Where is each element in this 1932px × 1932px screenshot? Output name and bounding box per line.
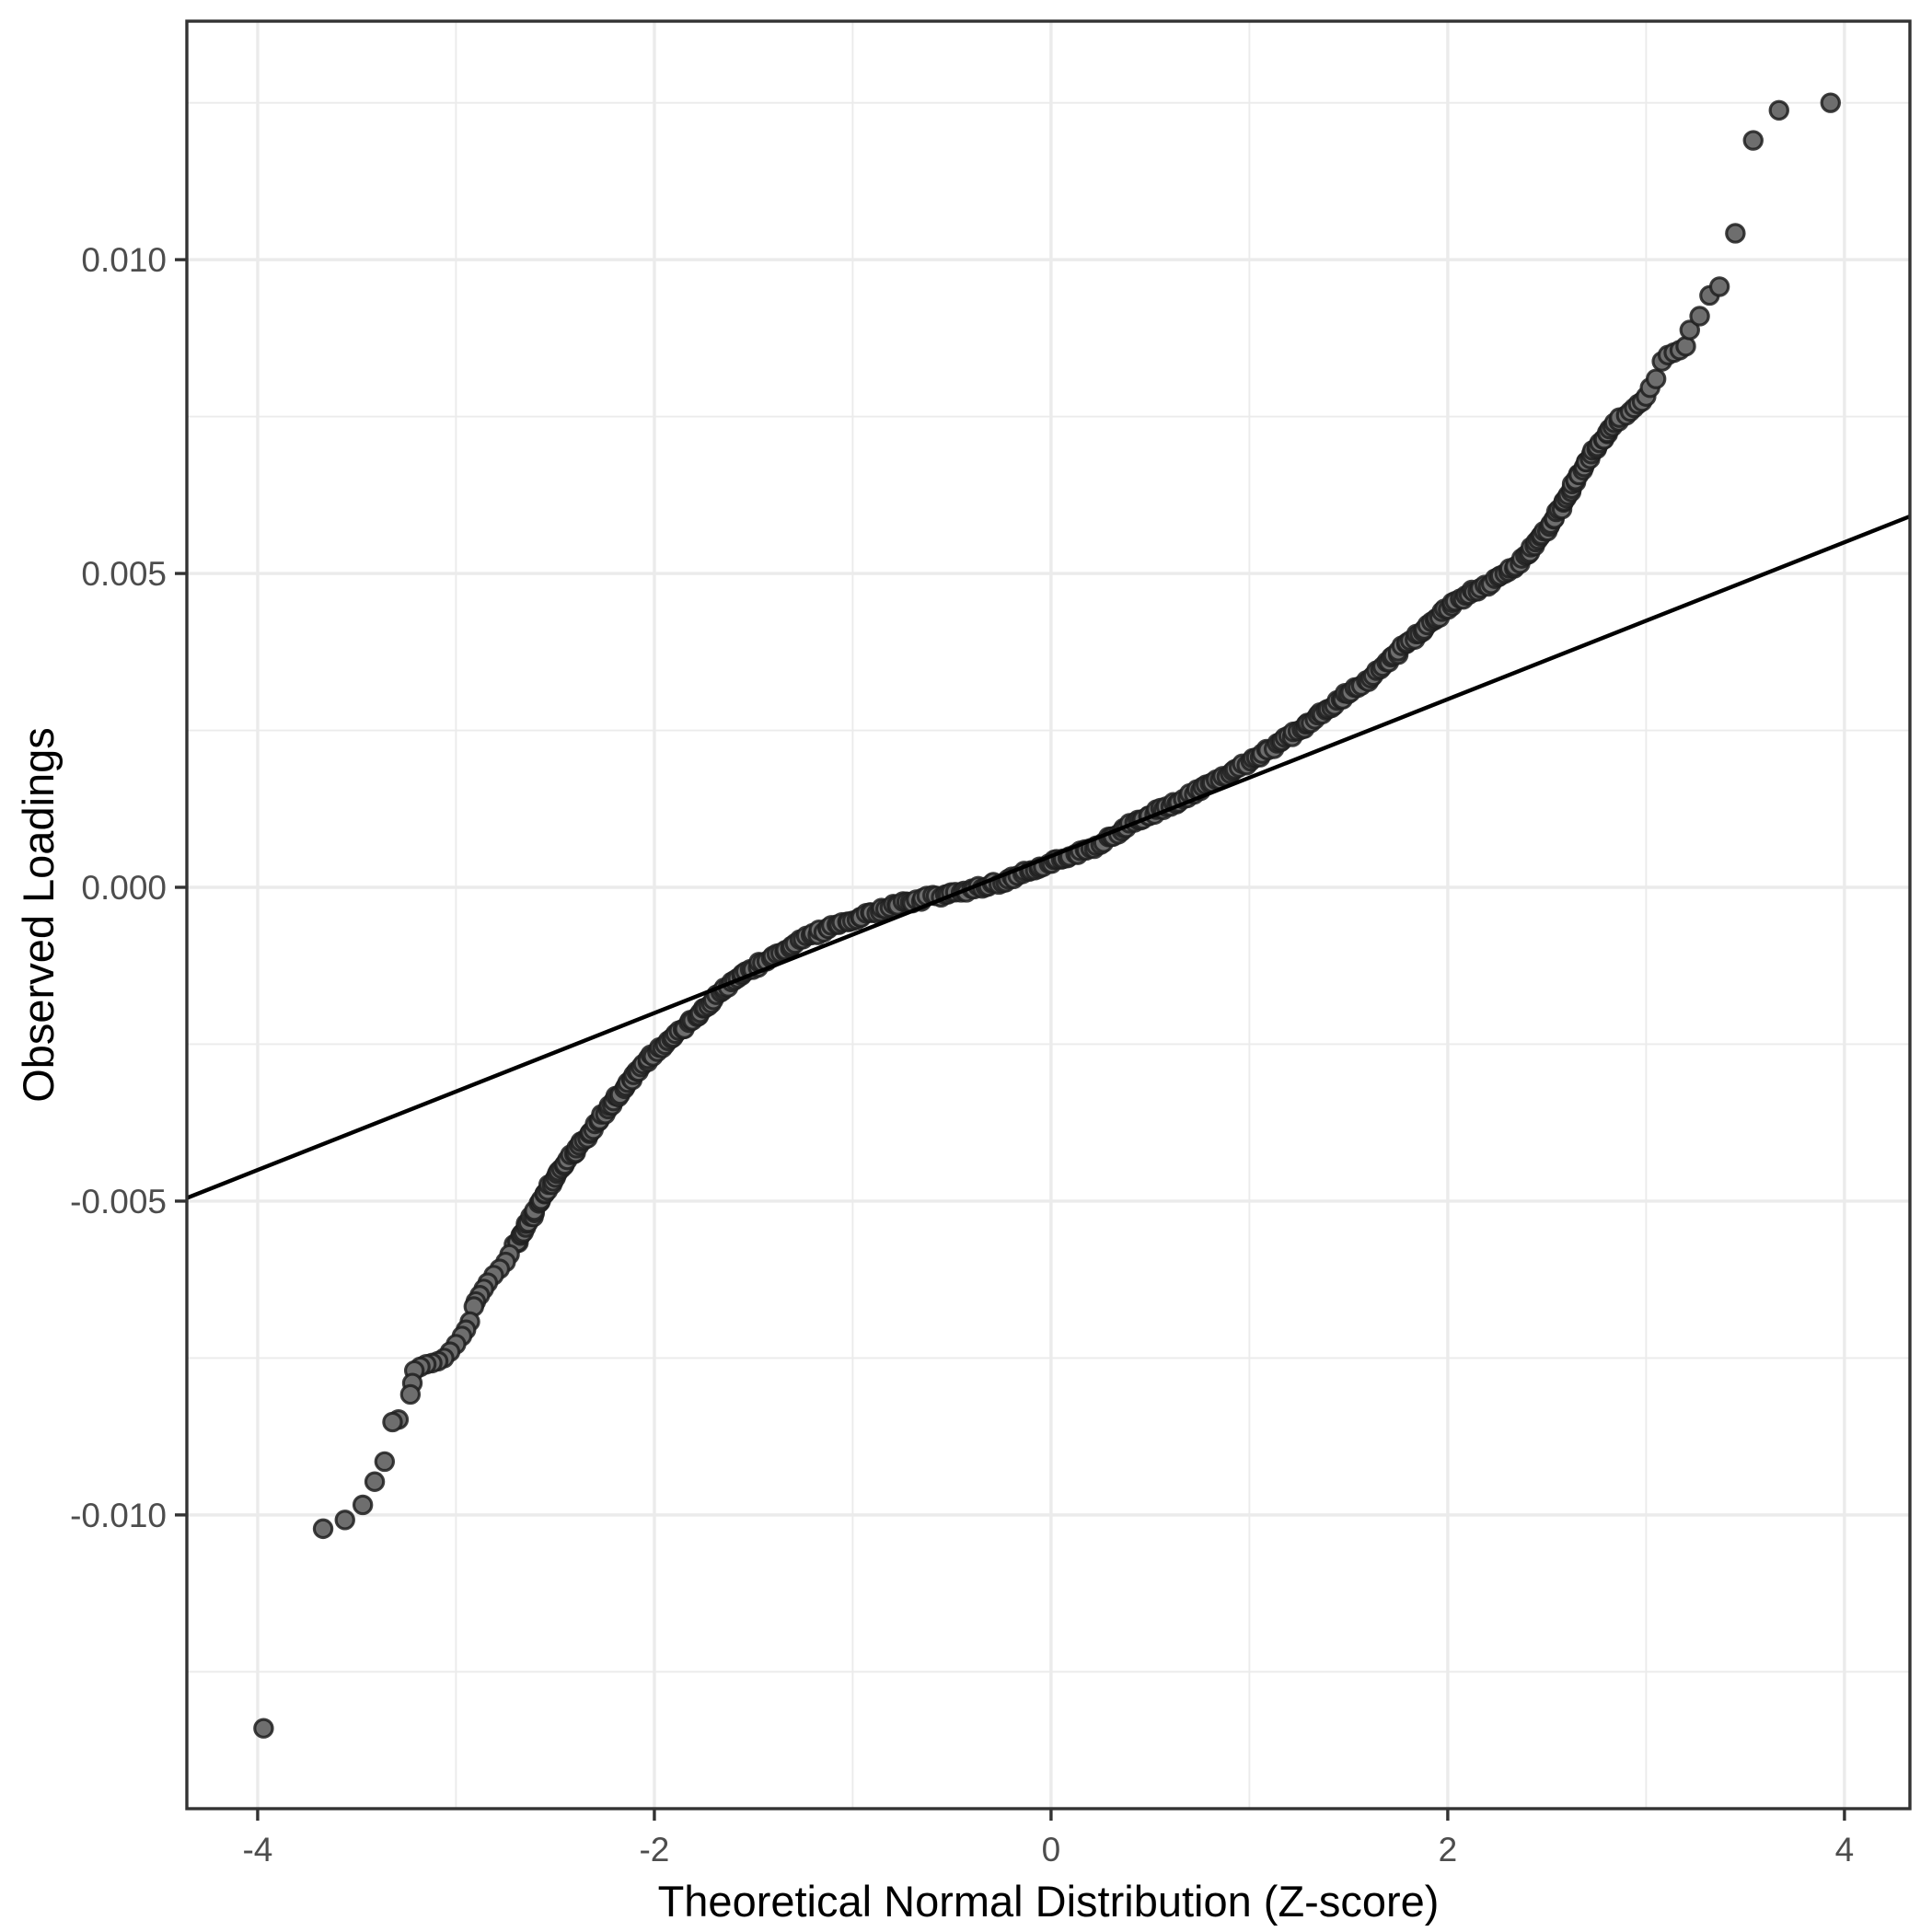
qq-point-right-tail: [1689, 306, 1710, 327]
y-axis-title: Observed Loadings: [14, 727, 63, 1103]
qq-point-left-tail: [312, 1518, 334, 1540]
y-tick-label: -0.005: [70, 1183, 167, 1221]
y-tick-label: 0.010: [81, 241, 167, 279]
y-tick-label: -0.010: [70, 1497, 167, 1534]
qq-point-right-tail: [1679, 319, 1701, 341]
x-tick-label: -4: [242, 1831, 272, 1868]
qq-reference-line: [186, 514, 1911, 1200]
x-tick-label: 4: [1835, 1831, 1855, 1868]
qq-points-layer: [253, 92, 1842, 1739]
qq-point-left-tail: [382, 1411, 403, 1433]
minor-gridlines: [187, 21, 1910, 1809]
qq-point-right-tail: [1645, 368, 1667, 389]
qq-point-right-tail: [1820, 92, 1842, 113]
panel-border: [185, 19, 1912, 1811]
qq-point-right-tail: [1742, 130, 1764, 151]
y-tick-label: 0.000: [81, 869, 167, 907]
x-tick-label: -2: [639, 1831, 669, 1868]
qq-point-left-tail: [334, 1510, 355, 1531]
x-tick-label: 0: [1042, 1831, 1061, 1868]
axis-tick-labels: -4 -2 0 2 4 0.010 0.005 0.000 -0.005 -0.010: [70, 241, 1854, 1868]
qq-point-right-tail: [1675, 336, 1696, 357]
qq-point-left-tail: [374, 1451, 396, 1473]
qq-point-right-tail: [1725, 223, 1746, 244]
x-tick-label: 2: [1439, 1831, 1458, 1868]
y-tick-label: 0.005: [81, 555, 167, 593]
major-gridlines: [187, 21, 1910, 1809]
x-axis-title: Theoretical Normal Distribution (Z-score…: [658, 1877, 1440, 1926]
axis-tick-marks: [175, 258, 1846, 1821]
qq-point-left-tail: [364, 1471, 386, 1492]
qq-point-right-tail: [1768, 99, 1789, 121]
qq-point-right-tail: [1708, 276, 1730, 297]
qq-point-left-tail: [253, 1718, 274, 1739]
qq-point-left-tail: [399, 1383, 422, 1406]
qq-point-left-tail: [352, 1494, 374, 1516]
